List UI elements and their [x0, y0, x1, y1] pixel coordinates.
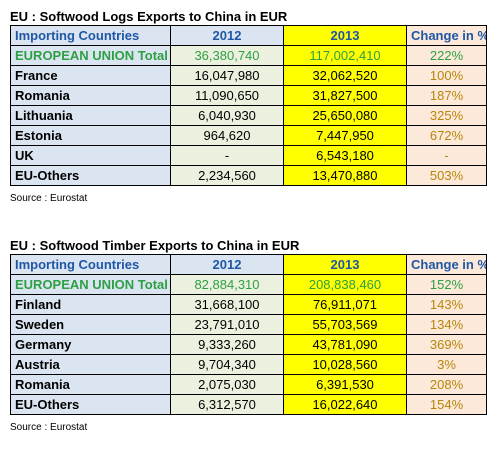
change-percent: 187%	[406, 85, 487, 106]
table-row: EUROPEAN UNION Total 36,380,740 117,002,…	[10, 45, 487, 66]
value-2012: 6,040,930	[170, 105, 284, 126]
value-2012: 31,668,100	[170, 294, 284, 315]
header-importing-countries: Importing Countries	[10, 25, 171, 46]
value-2012: 2,075,030	[170, 374, 284, 395]
change-percent: 3%	[406, 354, 487, 375]
source-note: Source : Eurostat	[10, 193, 88, 204]
logs-table-title: EU : Softwood Logs Exports to China in E…	[10, 9, 288, 24]
country-name: Lithuania	[10, 105, 171, 126]
country-name: EU-Others	[10, 394, 171, 415]
table-row: UK - 6,543,180 -	[10, 145, 487, 166]
change-percent: 208%	[406, 374, 487, 395]
value-2012: 36,380,740	[170, 45, 284, 66]
value-2012: 82,884,310	[170, 274, 284, 295]
change-percent: 672%	[406, 125, 487, 146]
change-percent: 100%	[406, 65, 487, 86]
change-percent: 143%	[406, 294, 487, 315]
country-name: EU-Others	[10, 165, 171, 186]
country-name: Germany	[10, 334, 171, 355]
table-row: Romania 11,090,650 31,827,500 187%	[10, 85, 487, 106]
value-2012: 23,791,010	[170, 314, 284, 335]
value-2012: 16,047,980	[170, 65, 284, 86]
header-importing-countries: Importing Countries	[10, 254, 171, 275]
value-2013: 10,028,560	[283, 354, 407, 375]
country-name: Sweden	[10, 314, 171, 335]
value-2013: 55,703,569	[283, 314, 407, 335]
table-row: France 16,047,980 32,062,520 100%	[10, 65, 487, 86]
header-2012: 2012	[170, 25, 284, 46]
change-percent: 325%	[406, 105, 487, 126]
logs-exports-table: Importing Countries 2012 2013 Change in …	[10, 25, 487, 186]
value-2013: 6,391,530	[283, 374, 407, 395]
value-2012: 9,704,340	[170, 354, 284, 375]
change-percent: -	[406, 145, 487, 166]
value-2013: 208,838,460	[283, 274, 407, 295]
change-percent: 152%	[406, 274, 487, 295]
value-2012: 6,312,570	[170, 394, 284, 415]
change-percent: 154%	[406, 394, 487, 415]
table-row: EU-Others 2,234,560 13,470,880 503%	[10, 165, 487, 186]
timber-exports-section: EU : Softwood Timber Exports to China in…	[10, 237, 487, 435]
country-name: Romania	[10, 85, 171, 106]
value-2013: 32,062,520	[283, 65, 407, 86]
country-name: EUROPEAN UNION Total	[10, 45, 171, 66]
header-change: Change in %	[406, 254, 487, 275]
header-2013: 2013	[283, 25, 407, 46]
value-2013: 117,002,410	[283, 45, 407, 66]
value-2012: 11,090,650	[170, 85, 284, 106]
table-row: Austria 9,704,340 10,028,560 3%	[10, 354, 487, 375]
table-row: Sweden 23,791,010 55,703,569 134%	[10, 314, 487, 335]
timber-exports-table: Importing Countries 2012 2013 Change in …	[10, 254, 487, 415]
country-name: Estonia	[10, 125, 171, 146]
country-name: Finland	[10, 294, 171, 315]
table-row: EU-Others 6,312,570 16,022,640 154%	[10, 394, 487, 415]
table-row: EUROPEAN UNION Total 82,884,310 208,838,…	[10, 274, 487, 295]
country-name: EUROPEAN UNION Total	[10, 274, 171, 295]
value-2013: 6,543,180	[283, 145, 407, 166]
header-2012: 2012	[170, 254, 284, 275]
value-2012: -	[170, 145, 284, 166]
change-percent: 369%	[406, 334, 487, 355]
value-2013: 43,781,090	[283, 334, 407, 355]
table-row: Lithuania 6,040,930 25,650,080 325%	[10, 105, 487, 126]
country-name: Austria	[10, 354, 171, 375]
timber-table-title: EU : Softwood Timber Exports to China in…	[10, 238, 300, 253]
table-header-row: Importing Countries 2012 2013 Change in …	[10, 254, 487, 275]
value-2013: 13,470,880	[283, 165, 407, 186]
table-row: Romania 2,075,030 6,391,530 208%	[10, 374, 487, 395]
country-name: France	[10, 65, 171, 86]
value-2012: 2,234,560	[170, 165, 284, 186]
header-change: Change in %	[406, 25, 487, 46]
value-2013: 76,911,071	[283, 294, 407, 315]
value-2013: 16,022,640	[283, 394, 407, 415]
table-row: Finland 31,668,100 76,911,071 143%	[10, 294, 487, 315]
header-2013: 2013	[283, 254, 407, 275]
change-percent: 222%	[406, 45, 487, 66]
value-2012: 964,620	[170, 125, 284, 146]
country-name: Romania	[10, 374, 171, 395]
country-name: UK	[10, 145, 171, 166]
table-header-row: Importing Countries 2012 2013 Change in …	[10, 25, 487, 46]
logs-exports-section: EU : Softwood Logs Exports to China in E…	[10, 8, 487, 206]
value-2012: 9,333,260	[170, 334, 284, 355]
table-row: Estonia 964,620 7,447,950 672%	[10, 125, 487, 146]
source-note: Source : Eurostat	[10, 422, 88, 433]
change-percent: 134%	[406, 314, 487, 335]
value-2013: 31,827,500	[283, 85, 407, 106]
value-2013: 25,650,080	[283, 105, 407, 126]
change-percent: 503%	[406, 165, 487, 186]
value-2013: 7,447,950	[283, 125, 407, 146]
table-row: Germany 9,333,260 43,781,090 369%	[10, 334, 487, 355]
